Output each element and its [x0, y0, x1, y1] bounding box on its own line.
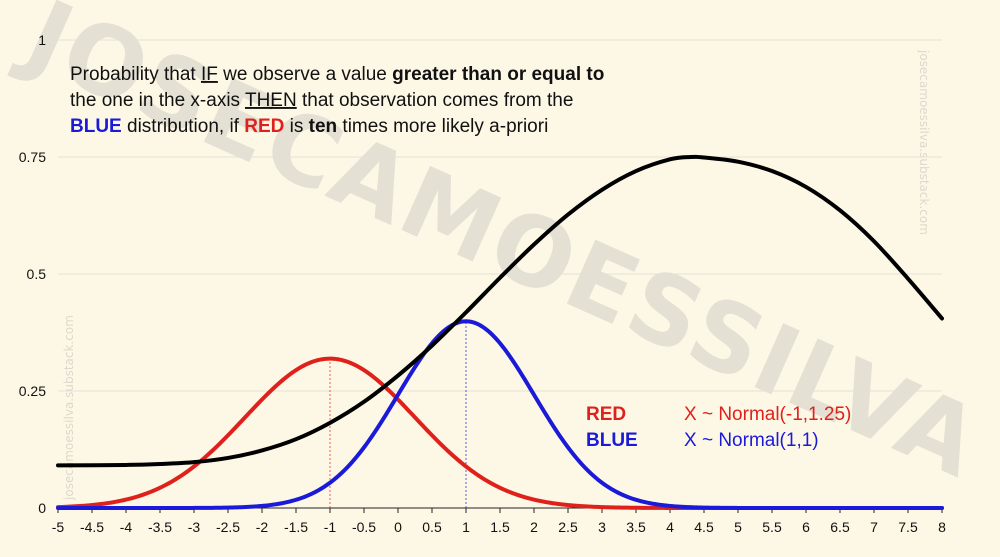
x-tick-label: 0	[394, 519, 402, 535]
x-tick-label: -4.5	[80, 519, 104, 535]
x-tick-label: -1.5	[284, 519, 308, 535]
annotation-run: BLUE	[70, 116, 122, 137]
y-tick-label: 0.5	[27, 266, 47, 282]
legend-name-blue: BLUE	[586, 430, 638, 451]
x-tick-label: 7	[870, 519, 878, 535]
series-line-blue	[56, 319, 944, 510]
annotation: Probability that IF we observe a value g…	[70, 64, 604, 137]
y-tick-label: 0	[38, 500, 46, 516]
x-tick-label: 0.5	[422, 519, 442, 535]
x-tick-label: 1	[462, 519, 470, 535]
x-tick-label: 6.5	[830, 519, 850, 535]
x-tick-label: -5	[52, 519, 65, 535]
x-tick-label: 2	[530, 519, 538, 535]
annotation-run: Probability that	[70, 64, 201, 85]
annotation-run: times more likely a-priori	[337, 116, 548, 137]
x-tick-label: 7.5	[898, 519, 918, 535]
x-tick-label: 3	[598, 519, 606, 535]
y-tick-label: 0.75	[19, 149, 46, 165]
x-tick-label: -0.5	[352, 519, 376, 535]
legend-name-red: RED	[586, 404, 626, 425]
annotation-run: IF	[201, 64, 218, 85]
x-tick-label: 5	[734, 519, 742, 535]
annotation-run: is	[284, 116, 308, 137]
watermark-url-left: josecamoessilva.substack.com	[62, 315, 76, 501]
x-tick-label: -2	[256, 519, 269, 535]
x-tick-label: -4	[120, 519, 133, 535]
x-tick-label: 4.5	[694, 519, 714, 535]
x-tick-label: 2.5	[558, 519, 578, 535]
x-tick-label: 6	[802, 519, 810, 535]
x-tick-label: 1.5	[490, 519, 510, 535]
annotation-run: that observation comes from the	[297, 90, 574, 111]
y-tick-label: 1	[38, 32, 46, 48]
axes: 0 0.25 0.5 0.75 1 -5 -4.5 -4 -3.5 -3 -2.5 -2 -1.5 -1-…	[19, 32, 946, 535]
annotation-run: THEN	[245, 90, 297, 111]
x-tick-label: -3	[188, 519, 201, 535]
annotation-run: the one in the x-axis	[70, 90, 245, 111]
x-tick-label: -2.5	[216, 519, 240, 535]
x-tick-label: 4	[666, 519, 674, 535]
x-tick-label: -3.5	[148, 519, 172, 535]
watermark-url-right: josecamoessilva.substack.com	[917, 49, 931, 235]
x-tick-label: 8	[938, 519, 946, 535]
annotation-run: we observe a value	[218, 64, 392, 85]
annotation-run: greater than or equal to	[392, 64, 604, 85]
annotation-line: Probability that IF we observe a value g…	[70, 64, 604, 85]
x-tick-label: 3.5	[626, 519, 646, 535]
annotation-run: RED	[244, 116, 284, 137]
x-tick-label: -1	[324, 519, 337, 535]
legend-desc-red: X ~ Normal(-1,1.25)	[684, 404, 851, 425]
annotation-line: BLUE distribution, if RED is ten times m…	[70, 116, 548, 137]
annotation-run: distribution, if	[122, 116, 245, 137]
grid	[58, 39, 942, 392]
series-line-posterior	[56, 154, 944, 468]
annotation-line: the one in the x-axis THEN that observat…	[70, 90, 573, 111]
y-tick-label: 0.25	[19, 383, 46, 399]
series	[56, 154, 944, 510]
x-tick-label: 5.5	[762, 519, 782, 535]
mean-markers	[329, 321, 467, 508]
legend: RED X ~ Normal(-1,1.25) BLUE X ~ Normal(1,1…	[586, 404, 851, 451]
annotation-run: ten	[309, 116, 338, 137]
legend-desc-blue: X ~ Normal(1,1)	[684, 430, 819, 451]
